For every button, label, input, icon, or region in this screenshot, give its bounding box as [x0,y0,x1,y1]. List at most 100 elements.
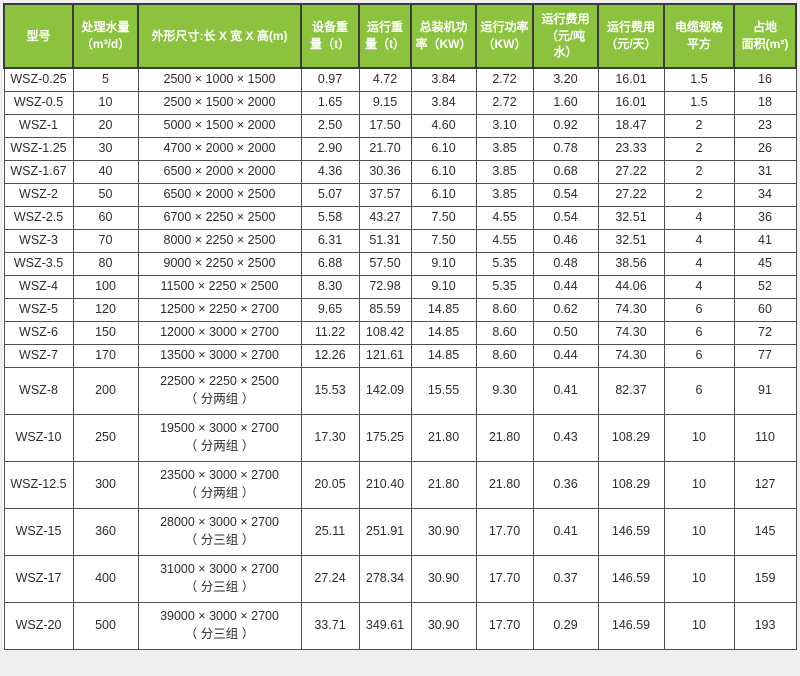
table-cell: 108.29 [597,413,665,462]
table-cell: 4.36 [300,159,360,184]
table-body: WSZ-0.25 5 2500 × 1000 × 1500 0.97 4.72 3.84 2… [3,67,797,650]
table-row: WSZ-6 150 12000 × 3000 × 2700 11.22 108.42 14… [3,320,797,345]
table-cell: 7.50 [410,228,477,253]
table-cell: 23.33 [597,136,665,161]
table-cell: 3.20 [532,67,599,92]
table-cell: 3.84 [410,90,477,115]
table-cell: 39000 × 3000 × 2700 （ 分三组 ） [137,601,302,650]
column-header: 设备重 量（t） [300,3,360,69]
table-cell: 74.30 [597,320,665,345]
table-cell: 0.48 [532,251,599,276]
table-cell: WSZ-10 [3,413,74,462]
table-cell: 20.05 [300,460,360,509]
table-cell: 77 [733,343,797,368]
table-row: WSZ-20 500 39000 × 3000 × 2700 （ 分三组 ） 33.7… [3,601,797,650]
table-row: WSZ-2.5 60 6700 × 2250 × 2500 5.58 43.27 7.50… [3,205,797,230]
table-cell: 2.72 [475,67,534,92]
table-cell: 30.90 [410,601,477,650]
table-cell: 4.55 [475,205,534,230]
table-cell: 146.59 [597,554,665,603]
table-cell: 5000 × 1500 × 2000 [137,113,302,138]
table-cell: 52 [733,274,797,299]
table-cell: 30.90 [410,507,477,556]
table-cell: 8.60 [475,320,534,345]
table-cell: WSZ-3.5 [3,251,74,276]
table-cell: WSZ-0.25 [3,67,74,92]
table-cell: 8.60 [475,297,534,322]
table-cell: 0.62 [532,297,599,322]
table-cell: 27.22 [597,182,665,207]
table-cell: 18.47 [597,113,665,138]
table-cell: WSZ-12.5 [3,460,74,509]
table-cell: 2 [663,113,735,138]
table-cell: 159 [733,554,797,603]
table-cell: 9.65 [300,297,360,322]
table-cell: 32.51 [597,205,665,230]
table-cell: 21.80 [475,413,534,462]
table-cell: WSZ-20 [3,601,74,650]
table-cell: 4 [663,274,735,299]
table-cell: 108.29 [597,460,665,509]
table-cell: 210.40 [358,460,412,509]
table-cell: 500 [72,601,139,650]
table-row: WSZ-4 100 11500 × 2250 × 2500 8.30 72.98 9.10… [3,274,797,299]
table-cell: 6500 × 2000 × 2000 [137,159,302,184]
table-cell: 12500 × 2250 × 2700 [137,297,302,322]
table-row: WSZ-1.25 30 4700 × 2000 × 2000 2.90 21.70 6.1… [3,136,797,161]
table-cell: 6 [663,366,735,415]
table-cell: 0.97 [300,67,360,92]
table-cell: 70 [72,228,139,253]
equipment-spec-table: 型号 处理水量 （m³/d） 外形尺寸:长 X 宽 X 高(m) 设备重 量（t） 运行… [3,3,797,650]
table-cell: 80 [72,251,139,276]
table-cell: 8.30 [300,274,360,299]
table-cell: 175.25 [358,413,412,462]
table-cell: 121.61 [358,343,412,368]
table-cell: 91 [733,366,797,415]
spec-sheet-page: 型号 处理水量 （m³/d） 外形尺寸:长 X 宽 X 高(m) 设备重 量（t） 运行… [3,3,797,650]
table-cell: 10 [663,601,735,650]
table-cell: 142.09 [358,366,412,415]
table-cell: 16.01 [597,90,665,115]
table-cell: 100 [72,274,139,299]
table-cell: 19500 × 3000 × 2700 （ 分两组 ） [137,413,302,462]
table-cell: 21.80 [410,460,477,509]
table-cell: 10 [663,413,735,462]
table-cell: 72.98 [358,274,412,299]
table-cell: 150 [72,320,139,345]
table-cell: 74.30 [597,297,665,322]
table-cell: WSZ-1.25 [3,136,74,161]
table-cell: 27.22 [597,159,665,184]
table-cell: 25.11 [300,507,360,556]
table-cell: WSZ-1.67 [3,159,74,184]
table-cell: 10 [72,90,139,115]
table-cell: 0.54 [532,182,599,207]
table-cell: 6.31 [300,228,360,253]
table-cell: 16.01 [597,67,665,92]
table-cell: 4700 × 2000 × 2000 [137,136,302,161]
table-cell: 0.44 [532,274,599,299]
table-cell: 108.42 [358,320,412,345]
table-cell: WSZ-0.5 [3,90,74,115]
table-cell: 0.36 [532,460,599,509]
table-cell: 251.91 [358,507,412,556]
table-cell: WSZ-8 [3,366,74,415]
table-row: WSZ-0.5 10 2500 × 1500 × 2000 1.65 9.15 3.84 2… [3,90,797,115]
table-row: WSZ-3.5 80 9000 × 2250 × 2500 6.88 57.50 9.10… [3,251,797,276]
table-cell: 14.85 [410,343,477,368]
table-cell: 110 [733,413,797,462]
column-header: 型号 [3,3,74,69]
table-row: WSZ-12.5 300 23500 × 3000 × 2700 （ 分两组 ） 20… [3,460,797,509]
table-cell: 5.58 [300,205,360,230]
table-cell: 9.10 [410,274,477,299]
table-cell: 15.55 [410,366,477,415]
table-cell: 0.92 [532,113,599,138]
table-cell: 21.80 [410,413,477,462]
table-cell: 85.59 [358,297,412,322]
table-cell: 23 [733,113,797,138]
table-cell: 6 [663,320,735,345]
table-cell: 6.10 [410,159,477,184]
table-cell: 21.80 [475,460,534,509]
table-cell: 2.72 [475,90,534,115]
table-cell: 28000 × 3000 × 2700 （ 分三组 ） [137,507,302,556]
table-cell: 2 [663,136,735,161]
